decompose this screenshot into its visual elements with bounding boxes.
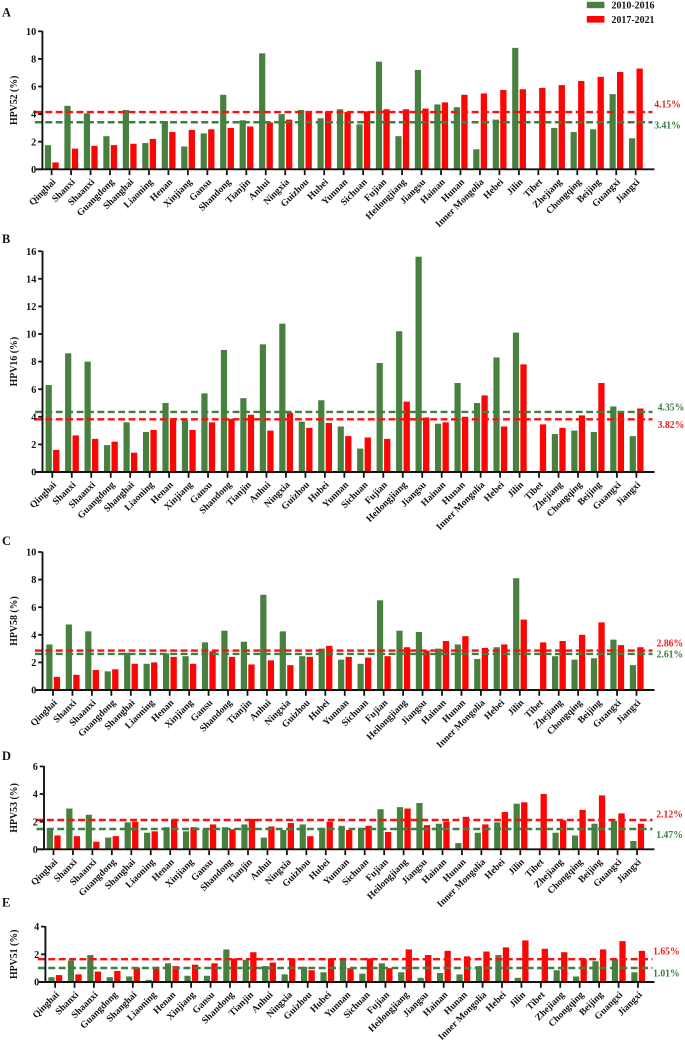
- svg-text:4.35%: 4.35%: [658, 402, 685, 413]
- svg-text:10: 10: [26, 548, 36, 559]
- svg-text:C: C: [2, 534, 11, 548]
- svg-text:2.61%: 2.61%: [657, 649, 684, 660]
- svg-text:3.41%: 3.41%: [654, 121, 681, 132]
- svg-text:4: 4: [31, 110, 36, 121]
- svg-text:4: 4: [33, 790, 38, 801]
- svg-text:HPV16 (%): HPV16 (%): [9, 337, 20, 387]
- svg-text:2: 2: [31, 658, 36, 669]
- svg-text:6: 6: [31, 603, 36, 614]
- svg-text:0: 0: [31, 468, 36, 479]
- svg-text:2: 2: [31, 137, 36, 148]
- svg-text:2017-2021: 2017-2021: [612, 15, 655, 26]
- svg-text:3.82%: 3.82%: [658, 420, 685, 431]
- svg-text:B: B: [2, 232, 10, 246]
- svg-text:8: 8: [31, 575, 36, 586]
- svg-text:4: 4: [34, 922, 39, 933]
- svg-text:2.86%: 2.86%: [657, 638, 684, 649]
- svg-text:0: 0: [31, 165, 36, 176]
- svg-text:HPV58 (%): HPV58 (%): [9, 596, 20, 646]
- svg-text:0: 0: [33, 845, 38, 856]
- svg-text:D: D: [2, 749, 11, 763]
- svg-text:1.65%: 1.65%: [653, 947, 680, 958]
- svg-text:4.15%: 4.15%: [654, 100, 681, 111]
- svg-text:HPV52 (%): HPV52 (%): [9, 76, 20, 126]
- svg-text:4: 4: [31, 412, 36, 423]
- svg-text:0: 0: [34, 978, 39, 989]
- svg-text:12: 12: [26, 302, 36, 313]
- svg-text:6: 6: [33, 762, 38, 773]
- svg-text:2010-2016: 2010-2016: [612, 1, 655, 12]
- svg-text:2: 2: [33, 817, 38, 828]
- svg-text:16: 16: [26, 247, 36, 258]
- svg-text:2: 2: [34, 950, 39, 961]
- svg-text:E: E: [2, 896, 10, 910]
- svg-text:HPV51 (%): HPV51 (%): [9, 930, 20, 980]
- svg-text:1.01%: 1.01%: [653, 969, 680, 980]
- svg-text:8: 8: [31, 55, 36, 66]
- svg-text:6: 6: [31, 385, 36, 396]
- svg-text:2: 2: [31, 440, 36, 451]
- svg-text:10: 10: [26, 27, 36, 38]
- svg-text:8: 8: [31, 357, 36, 368]
- svg-text:A: A: [2, 6, 11, 20]
- svg-text:0: 0: [31, 686, 36, 697]
- svg-text:4: 4: [31, 630, 36, 641]
- svg-text:HPV53 (%): HPV53 (%): [9, 783, 20, 833]
- svg-text:10: 10: [26, 330, 36, 341]
- svg-text:6: 6: [31, 82, 36, 93]
- svg-text:1.47%: 1.47%: [656, 830, 683, 841]
- svg-text:14: 14: [26, 274, 36, 285]
- svg-text:2.12%: 2.12%: [656, 809, 683, 820]
